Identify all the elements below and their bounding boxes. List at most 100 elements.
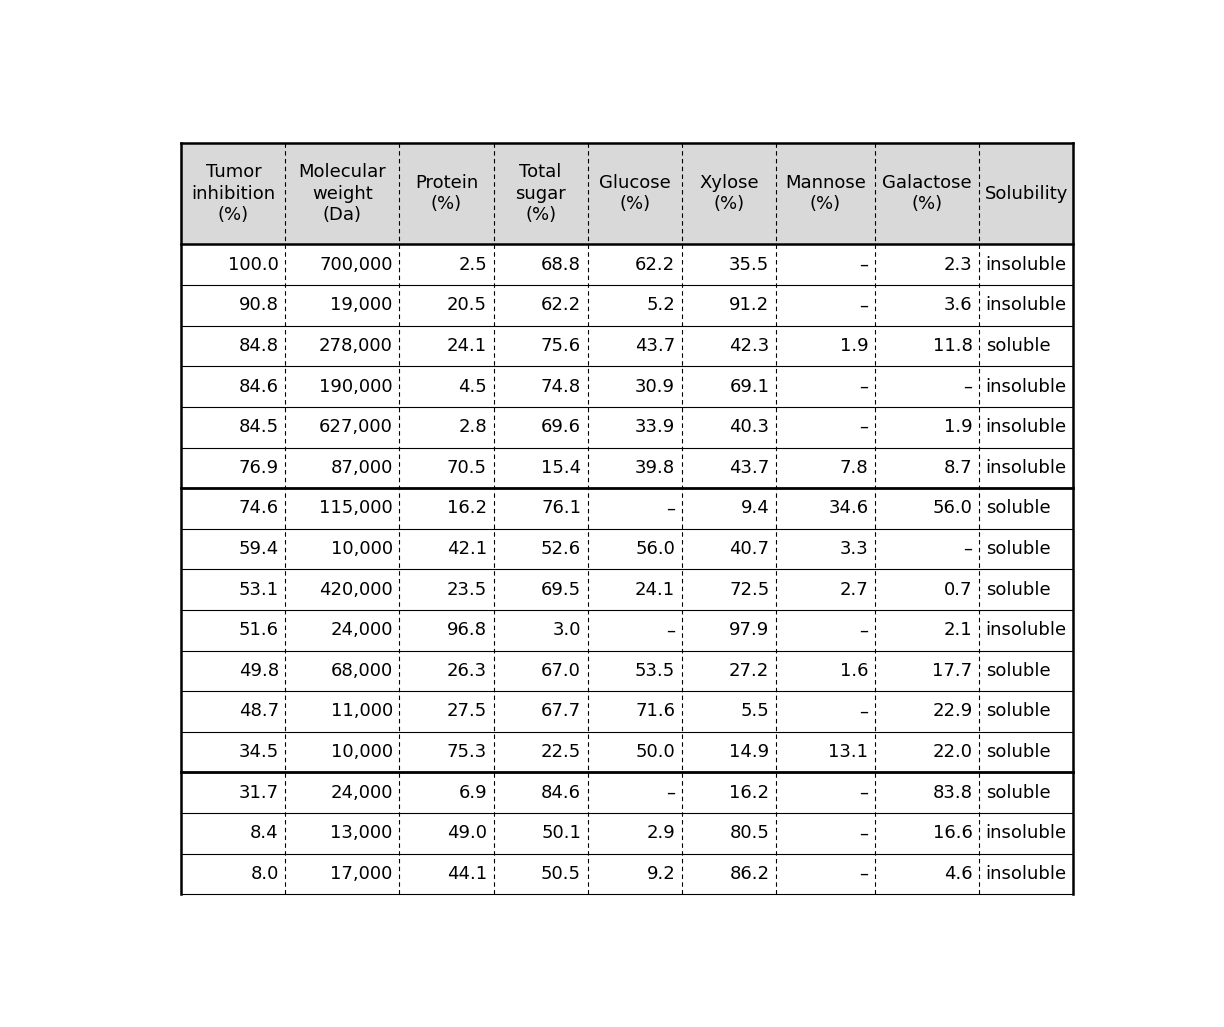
Text: 42.1: 42.1 — [447, 540, 487, 558]
Bar — [181, 326, 1073, 367]
Text: 2.5: 2.5 — [458, 256, 487, 274]
Text: 8.0: 8.0 — [251, 865, 279, 883]
Bar — [181, 772, 1073, 813]
Text: Solubility: Solubility — [984, 185, 1067, 202]
Text: 9.4: 9.4 — [741, 499, 769, 518]
Text: –: – — [963, 540, 972, 558]
Text: 56.0: 56.0 — [635, 540, 676, 558]
Text: 67.0: 67.0 — [541, 661, 581, 680]
Text: 10,000: 10,000 — [330, 540, 393, 558]
Text: 24.1: 24.1 — [447, 337, 487, 355]
Text: 2.7: 2.7 — [840, 580, 868, 599]
Text: –: – — [859, 256, 868, 274]
Text: 62.2: 62.2 — [541, 297, 581, 314]
Text: 68,000: 68,000 — [330, 661, 393, 680]
Text: 52.6: 52.6 — [541, 540, 581, 558]
Text: Galactose
(%): Galactose (%) — [883, 174, 972, 214]
Bar — [181, 448, 1073, 488]
Text: 51.6: 51.6 — [239, 621, 279, 639]
Bar — [181, 853, 1073, 895]
Text: 53.1: 53.1 — [239, 580, 279, 599]
Text: –: – — [859, 784, 868, 802]
Bar — [181, 529, 1073, 569]
Text: 87,000: 87,000 — [330, 459, 393, 477]
Text: 22.5: 22.5 — [541, 744, 581, 761]
Text: 34.5: 34.5 — [239, 744, 279, 761]
Text: 700,000: 700,000 — [319, 256, 393, 274]
Text: 90.8: 90.8 — [239, 297, 279, 314]
Text: 97.9: 97.9 — [730, 621, 769, 639]
Text: 69.5: 69.5 — [541, 580, 581, 599]
Bar — [181, 286, 1073, 326]
Bar — [181, 407, 1073, 448]
Text: 96.8: 96.8 — [447, 621, 487, 639]
Text: 31.7: 31.7 — [239, 784, 279, 802]
Bar — [181, 488, 1073, 529]
Text: 9.2: 9.2 — [646, 865, 676, 883]
Text: 13.1: 13.1 — [829, 744, 868, 761]
Text: 17.7: 17.7 — [933, 661, 972, 680]
Text: 11,000: 11,000 — [330, 702, 393, 721]
Text: 16.2: 16.2 — [730, 784, 769, 802]
Text: 56.0: 56.0 — [933, 499, 972, 518]
Text: soluble: soluble — [985, 744, 1050, 761]
Bar — [181, 143, 1073, 244]
Text: 5.5: 5.5 — [741, 702, 769, 721]
Text: 67.7: 67.7 — [541, 702, 581, 721]
Text: 43.7: 43.7 — [730, 459, 769, 477]
Text: –: – — [859, 825, 868, 842]
Text: insoluble: insoluble — [985, 621, 1067, 639]
Text: 15.4: 15.4 — [541, 459, 581, 477]
Text: 91.2: 91.2 — [730, 297, 769, 314]
Text: 1.9: 1.9 — [944, 418, 972, 436]
Bar — [181, 691, 1073, 732]
Bar — [181, 610, 1073, 650]
Text: 2.8: 2.8 — [458, 418, 487, 436]
Text: 627,000: 627,000 — [319, 418, 393, 436]
Text: 8.7: 8.7 — [944, 459, 972, 477]
Text: 40.3: 40.3 — [730, 418, 769, 436]
Text: Glucose
(%): Glucose (%) — [599, 174, 671, 214]
Text: 24,000: 24,000 — [330, 621, 393, 639]
Text: 34.6: 34.6 — [829, 499, 868, 518]
Text: 1.9: 1.9 — [840, 337, 868, 355]
Text: 40.7: 40.7 — [730, 540, 769, 558]
Text: soluble: soluble — [985, 702, 1050, 721]
Text: 2.1: 2.1 — [944, 621, 972, 639]
Text: 53.5: 53.5 — [635, 661, 676, 680]
Text: 20.5: 20.5 — [447, 297, 487, 314]
Text: soluble: soluble — [985, 661, 1050, 680]
Text: insoluble: insoluble — [985, 297, 1067, 314]
Text: 62.2: 62.2 — [635, 256, 676, 274]
Text: 22.0: 22.0 — [933, 744, 972, 761]
Text: –: – — [963, 378, 972, 395]
Bar — [181, 569, 1073, 610]
Text: 2.9: 2.9 — [646, 825, 676, 842]
Text: Mannose
(%): Mannose (%) — [785, 174, 865, 214]
Text: 3.3: 3.3 — [840, 540, 868, 558]
Bar — [181, 367, 1073, 407]
Text: 83.8: 83.8 — [933, 784, 972, 802]
Text: 86.2: 86.2 — [730, 865, 769, 883]
Text: –: – — [666, 621, 676, 639]
Text: –: – — [859, 865, 868, 883]
Text: 4.5: 4.5 — [458, 378, 487, 395]
Text: insoluble: insoluble — [985, 256, 1067, 274]
Text: 10,000: 10,000 — [330, 744, 393, 761]
Text: 8.4: 8.4 — [250, 825, 279, 842]
Text: 50.5: 50.5 — [541, 865, 581, 883]
Text: insoluble: insoluble — [985, 378, 1067, 395]
Text: 7.8: 7.8 — [840, 459, 868, 477]
Text: 80.5: 80.5 — [730, 825, 769, 842]
Text: 4.6: 4.6 — [944, 865, 972, 883]
Text: –: – — [666, 499, 676, 518]
Text: 48.7: 48.7 — [239, 702, 279, 721]
Text: 30.9: 30.9 — [635, 378, 676, 395]
Text: 14.9: 14.9 — [730, 744, 769, 761]
Text: Molecular
weight
(Da): Molecular weight (Da) — [299, 163, 387, 224]
Text: 19,000: 19,000 — [330, 297, 393, 314]
Text: 75.3: 75.3 — [447, 744, 487, 761]
Bar — [181, 244, 1073, 286]
Text: 84.5: 84.5 — [239, 418, 279, 436]
Text: insoluble: insoluble — [985, 865, 1067, 883]
